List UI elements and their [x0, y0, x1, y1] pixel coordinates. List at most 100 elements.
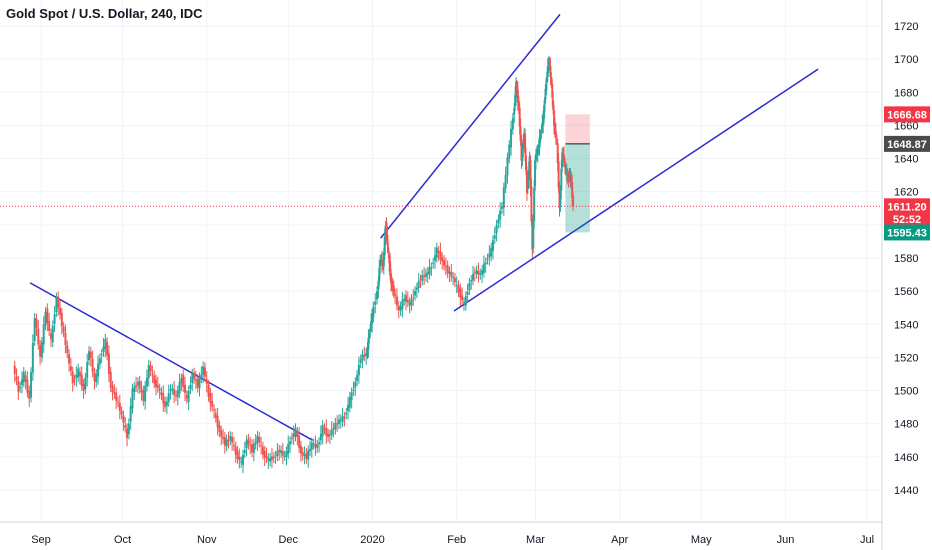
candle-body [563, 162, 566, 166]
trendline [29, 282, 314, 441]
candle-body [484, 262, 487, 265]
candle-body [116, 401, 119, 403]
candle-body [522, 142, 525, 149]
candle-body [548, 61, 551, 66]
candle-body [524, 133, 527, 154]
candle-body [144, 385, 147, 402]
candle-body [296, 431, 299, 438]
position-layer [565, 114, 590, 233]
candle-body [525, 171, 528, 193]
candle-body [555, 139, 558, 141]
candle-body [536, 149, 539, 155]
candle-body [385, 222, 388, 237]
candle-body [89, 351, 92, 359]
candle-body [140, 389, 143, 393]
candle-body [142, 390, 145, 401]
candle-body [448, 271, 451, 274]
candle-body [240, 461, 243, 463]
candle-body [270, 456, 273, 460]
candle-body [334, 422, 337, 430]
candle-body [415, 287, 418, 290]
candle-body [455, 284, 458, 286]
candle-body [124, 425, 127, 428]
candle-body [184, 385, 187, 393]
candle-body [525, 155, 528, 171]
x-tick-label: Oct [114, 534, 131, 546]
candle-body [294, 428, 297, 437]
candle-body [499, 210, 502, 220]
candle-body [308, 449, 311, 452]
candle-body [312, 443, 315, 445]
candle-body [68, 354, 71, 364]
candle-body [543, 105, 546, 119]
candle-body [229, 435, 232, 441]
x-tick-label: Sep [31, 534, 51, 546]
candle-body [378, 268, 381, 282]
candle-body [28, 390, 31, 399]
candle-body [93, 372, 96, 382]
candle-body [368, 333, 371, 339]
candle-body [546, 66, 549, 78]
candle-body [202, 366, 205, 375]
candle-body [316, 444, 319, 448]
candle-body [464, 296, 467, 306]
candle-body [491, 240, 494, 252]
candle-body [443, 259, 446, 266]
y-tick-label: 1500 [894, 386, 918, 398]
candle-body [462, 302, 465, 304]
candle-body [51, 325, 54, 343]
candle-body [127, 423, 130, 435]
candle-body [369, 329, 372, 331]
price-tag-label: 1666.68 [887, 109, 927, 121]
candle-body [272, 456, 275, 458]
candle-body [263, 450, 266, 458]
y-tick-label: 1540 [894, 319, 918, 331]
candle-body [75, 374, 78, 379]
candle-body [17, 380, 20, 392]
candle-body [111, 385, 114, 393]
candle-body [513, 108, 516, 115]
candle-body [145, 377, 148, 387]
candle-body [510, 128, 513, 148]
candle-body [133, 386, 136, 392]
candle-body [247, 438, 250, 445]
candle-body [424, 273, 427, 278]
candle-body [514, 95, 517, 107]
candle-body [534, 160, 537, 187]
candle-body [553, 110, 556, 127]
candle-body [473, 272, 476, 274]
candle-body [238, 456, 241, 461]
candle-body [261, 446, 264, 455]
candle-body [198, 377, 201, 389]
candle-body [569, 173, 572, 179]
candle-body [314, 443, 317, 448]
candle-body [236, 450, 239, 459]
candle-body [149, 365, 152, 372]
candle-body [387, 247, 390, 253]
candle-body [98, 358, 101, 365]
candle-body [565, 172, 568, 174]
candle-body [395, 296, 398, 306]
candle-body [365, 353, 368, 357]
candle-body [292, 433, 295, 437]
candle-body [337, 419, 340, 424]
x-tick-label: Nov [197, 534, 217, 546]
candle-body [278, 449, 281, 453]
candle-body [404, 295, 407, 302]
candle-body [530, 186, 533, 222]
candle-body [165, 401, 168, 406]
candle-body [283, 455, 286, 457]
candle-body [377, 281, 380, 290]
candle-body [563, 154, 566, 163]
candle-body [182, 374, 185, 388]
candle-body [26, 379, 29, 393]
candle-body [113, 392, 116, 394]
candle-body [310, 442, 313, 450]
candle-body [55, 297, 58, 313]
candle-body [178, 381, 181, 394]
x-tick-label: Apr [611, 534, 628, 546]
candle-body [243, 450, 246, 454]
candle-body [60, 312, 63, 327]
candle-body [164, 401, 167, 408]
candle-body [372, 306, 375, 318]
